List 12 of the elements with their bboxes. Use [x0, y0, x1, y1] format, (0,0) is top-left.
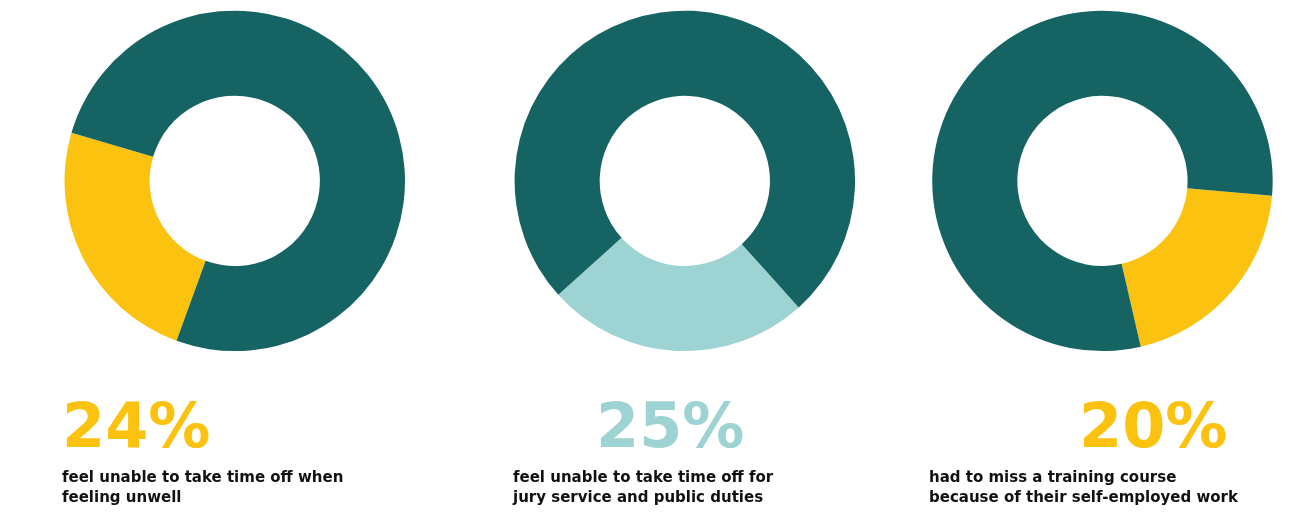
- donut-slice: [514, 10, 855, 308]
- data-label: 20%: [1079, 389, 1228, 462]
- donut-slice: [558, 237, 799, 352]
- donut-slice: [1121, 188, 1273, 347]
- donut-slice: [71, 10, 405, 351]
- text: feel unable to take time off when feeling unwell: [62, 468, 344, 506]
- donut-slice: [64, 132, 206, 341]
- data-label: 25%: [596, 389, 745, 462]
- data-label: 24%: [62, 389, 211, 462]
- text: had to miss a training course because of their self-employed work: [929, 468, 1239, 506]
- text: feel unable to take time off for jury service and public duties: [512, 468, 774, 506]
- donut-slice: [932, 10, 1273, 352]
